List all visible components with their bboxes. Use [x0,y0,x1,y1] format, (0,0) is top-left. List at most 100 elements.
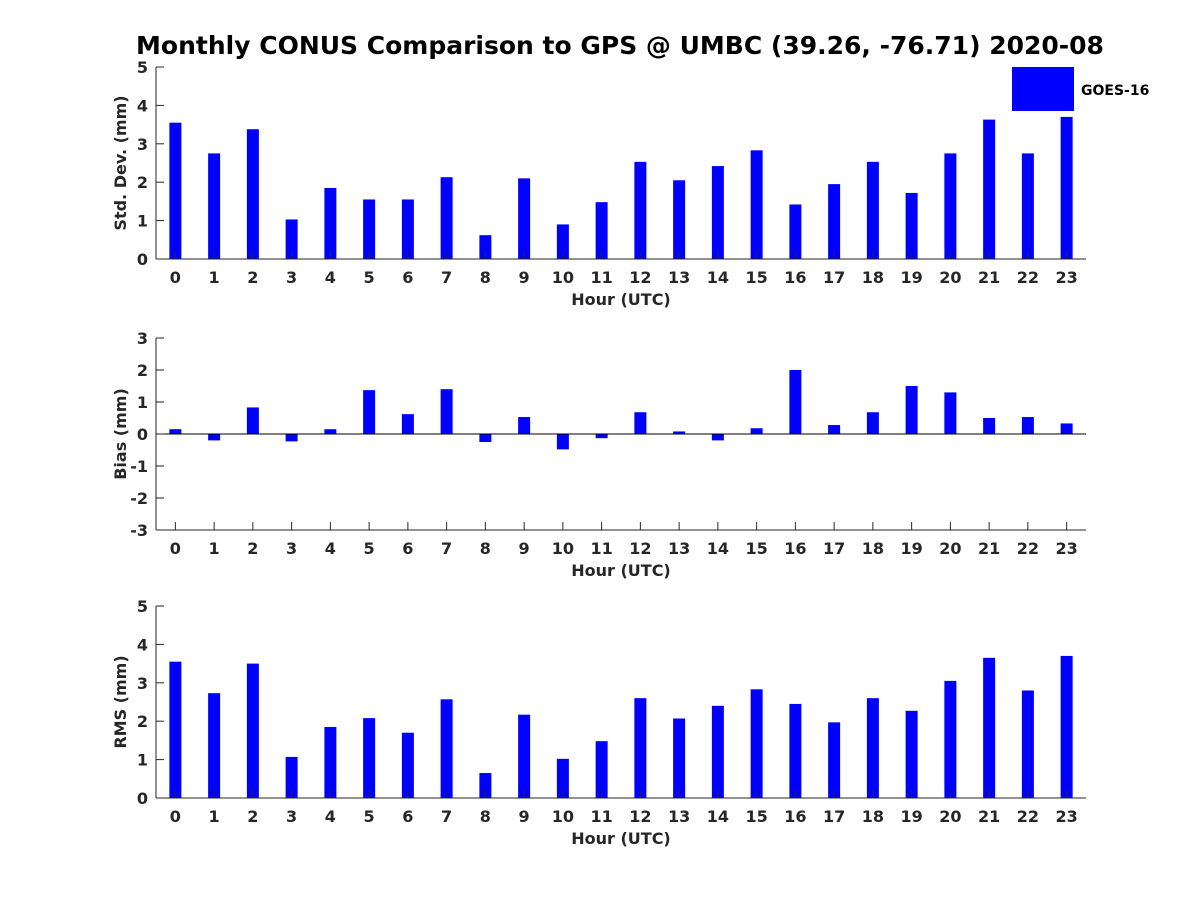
bias-bar-16 [789,370,802,434]
rms-bar-9 [518,714,531,798]
rms-x-tick-label-6: 6 [402,807,413,826]
rms-bar-20 [944,680,957,798]
bias-panel: 0 1 2 3 4 5 6 7 8 9 10 11 12 13 14 15 16 17 18 19 20 21 22 23-3… [111,329,1086,580]
bias-x-tick-label-3: 3 [286,539,297,558]
std-dev-x-tick-label-5: 5 [364,268,375,287]
rms-x-tick-label-2: 2 [247,807,258,826]
bias-bar-18 [866,412,879,434]
bias-y-tick-label--2: -2 [130,489,148,508]
bias-bar-2 [246,407,259,434]
bias-bar-0 [169,429,182,434]
std-dev-x-tick-label-6: 6 [402,268,413,287]
rms-bar-19 [905,710,918,798]
bias-bar-8 [479,434,492,442]
std-dev-bar-19 [905,192,918,259]
std-dev-bar-12 [634,161,647,259]
rms-x-tick-label-14: 14 [707,807,729,826]
std-dev-x-tick-label-3: 3 [286,268,297,287]
rms-bar-11 [595,741,608,798]
rms-y-tick-label-3: 3 [137,674,148,693]
std-dev-x-tick-label-16: 16 [784,268,806,287]
std-dev-bar-9 [518,178,531,259]
std-dev-y-axis-label: Std. Dev. (mm) [111,95,130,230]
std-dev-x-tick-label-17: 17 [823,268,845,287]
std-dev-bar-3 [285,219,298,259]
bias-y-axis-label: Bias (mm) [111,388,130,480]
bias-x-tick-label-14: 14 [707,539,729,558]
rms-bar-15 [750,689,763,798]
rms-x-tick-label-8: 8 [480,807,491,826]
std-dev-bar-18 [866,161,879,259]
std-dev-x-tick-label-2: 2 [247,268,258,287]
bias-y-tick-label-0: 0 [137,425,148,444]
rms-x-tick-label-19: 19 [900,807,922,826]
bias-x-tick-label-12: 12 [629,539,651,558]
std-dev-x-tick-label-19: 19 [900,268,922,287]
bias-x-tick-label-15: 15 [745,539,767,558]
rms-x-tick-label-0: 0 [170,807,181,826]
bias-y-tick-label-2: 2 [137,361,148,380]
std-dev-x-tick-label-0: 0 [170,268,181,287]
bias-x-tick-label-16: 16 [784,539,806,558]
std-dev-x-tick-label-12: 12 [629,268,651,287]
rms-x-tick-label-22: 22 [1017,807,1039,826]
bias-bar-21 [983,418,996,434]
std-dev-bar-10 [556,224,569,259]
bias-bar-22 [1021,417,1034,434]
rms-bar-0 [169,661,182,798]
std-dev-y-tick-label-5: 5 [137,58,148,77]
bias-x-tick-label-17: 17 [823,539,845,558]
bias-bar-10 [556,434,569,450]
rms-y-tick-label-0: 0 [137,789,148,808]
std-dev-bar-13 [673,180,686,259]
rms-bar-8 [479,773,492,798]
bias-y-tick-label--3: -3 [130,521,148,540]
bias-bar-12 [634,412,647,434]
rms-x-tick-label-16: 16 [784,807,806,826]
bias-x-tick-label-10: 10 [552,539,574,558]
std-dev-bar-17 [828,184,841,259]
std-dev-x-tick-label-8: 8 [480,268,491,287]
bias-y-tick-label-3: 3 [137,329,148,348]
rms-bar-5 [363,718,376,798]
rms-bar-13 [673,718,686,798]
rms-x-tick-label-23: 23 [1055,807,1077,826]
std-dev-x-tick-label-23: 23 [1055,268,1077,287]
bias-bar-5 [363,390,376,434]
bias-bar-1 [208,434,221,441]
bias-bar-3 [285,434,298,442]
rms-x-tick-label-7: 7 [441,807,452,826]
std-dev-x-tick-label-20: 20 [939,268,961,287]
rms-bar-22 [1021,690,1034,798]
rms-y-tick-label-4: 4 [137,635,148,654]
rms-x-tick-label-20: 20 [939,807,961,826]
bias-bar-15 [750,428,763,434]
legend: GOES-16 [1012,67,1149,111]
rms-x-tick-label-15: 15 [745,807,767,826]
rms-bar-1 [208,693,221,798]
std-dev-x-tick-label-10: 10 [552,268,574,287]
bias-bar-13 [673,431,686,434]
std-dev-x-tick-label-1: 1 [209,268,220,287]
bias-x-tick-label-7: 7 [441,539,452,558]
rms-x-tick-label-1: 1 [209,807,220,826]
bias-x-tick-label-19: 19 [900,539,922,558]
std-dev-bar-11 [595,202,608,259]
std-dev-bar-6 [401,199,414,259]
rms-y-axis-label: RMS (mm) [111,655,130,748]
rms-x-tick-label-9: 9 [519,807,530,826]
figure-title: Monthly CONUS Comparison to GPS @ UMBC (… [136,31,1104,60]
bias-bar-17 [828,425,841,434]
std-dev-y-tick-label-1: 1 [137,212,148,231]
rms-y-tick-label-5: 5 [137,597,148,616]
bias-bar-19 [905,386,918,434]
bias-bar-4 [324,429,337,434]
std-dev-bar-0 [169,122,182,260]
rms-panel: 0 1 2 3 4 5 6 7 8 9 10 11 12 13 14 15 16 17 18 19 20 21 22 2301… [111,597,1086,848]
std-dev-y-tick-label-2: 2 [137,173,148,192]
bias-bar-14 [711,434,724,441]
bias-bar-20 [944,392,957,434]
std-dev-bar-4 [324,187,337,259]
rms-x-tick-label-13: 13 [668,807,690,826]
bias-x-tick-label-20: 20 [939,539,961,558]
